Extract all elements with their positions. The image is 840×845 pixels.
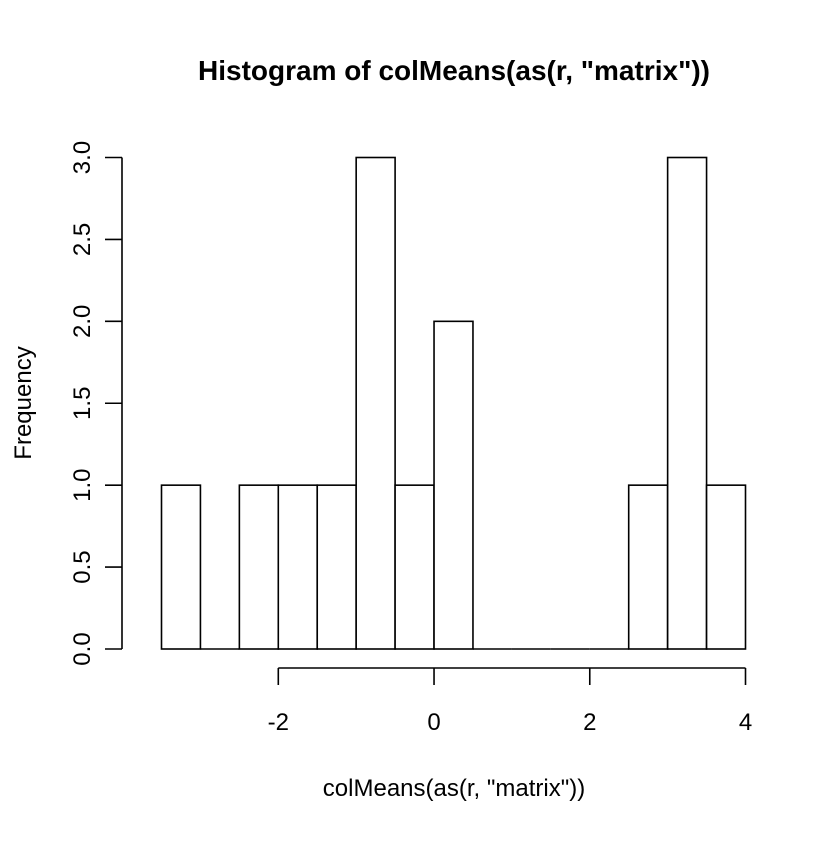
- histogram-bar: [705, 484, 747, 650]
- x-axis: -2 0 2 4: [268, 667, 752, 736]
- x-tick-label: 2: [583, 709, 596, 736]
- x-tick-label: -2: [268, 709, 289, 736]
- x-tick-label: 0: [427, 709, 440, 736]
- x-tick-label: 4: [739, 709, 752, 736]
- y-axis: 0.0 0.5 1.0 1.5 2.0 2.5 3.0: [69, 141, 123, 666]
- y-tick-label: 1.0: [69, 468, 96, 501]
- histogram-bar: [666, 156, 708, 650]
- histogram-bar: [160, 484, 202, 650]
- histogram-bar: [627, 484, 669, 650]
- y-tick-label: 2.0: [69, 305, 96, 338]
- histogram-bar: [238, 484, 280, 650]
- histogram-bar: [277, 484, 319, 650]
- x-axis-label: colMeans(as(r, "matrix")): [323, 775, 585, 802]
- chart-title: Histogram of colMeans(as(r, "matrix")): [198, 55, 710, 86]
- y-tick-label: 2.5: [69, 223, 96, 256]
- y-tick-label: 0.5: [69, 550, 96, 583]
- histogram-bar: [433, 320, 474, 650]
- histogram-bar: [355, 156, 396, 650]
- histogram-bar: [316, 484, 357, 650]
- y-tick-label: 0.0: [69, 632, 96, 665]
- y-tick-label: 3.0: [69, 141, 96, 174]
- y-tick-label: 1.5: [69, 387, 96, 420]
- histogram-bars: [160, 156, 747, 650]
- y-axis-label: Frequency: [10, 346, 37, 459]
- histogram-bar: [394, 484, 435, 650]
